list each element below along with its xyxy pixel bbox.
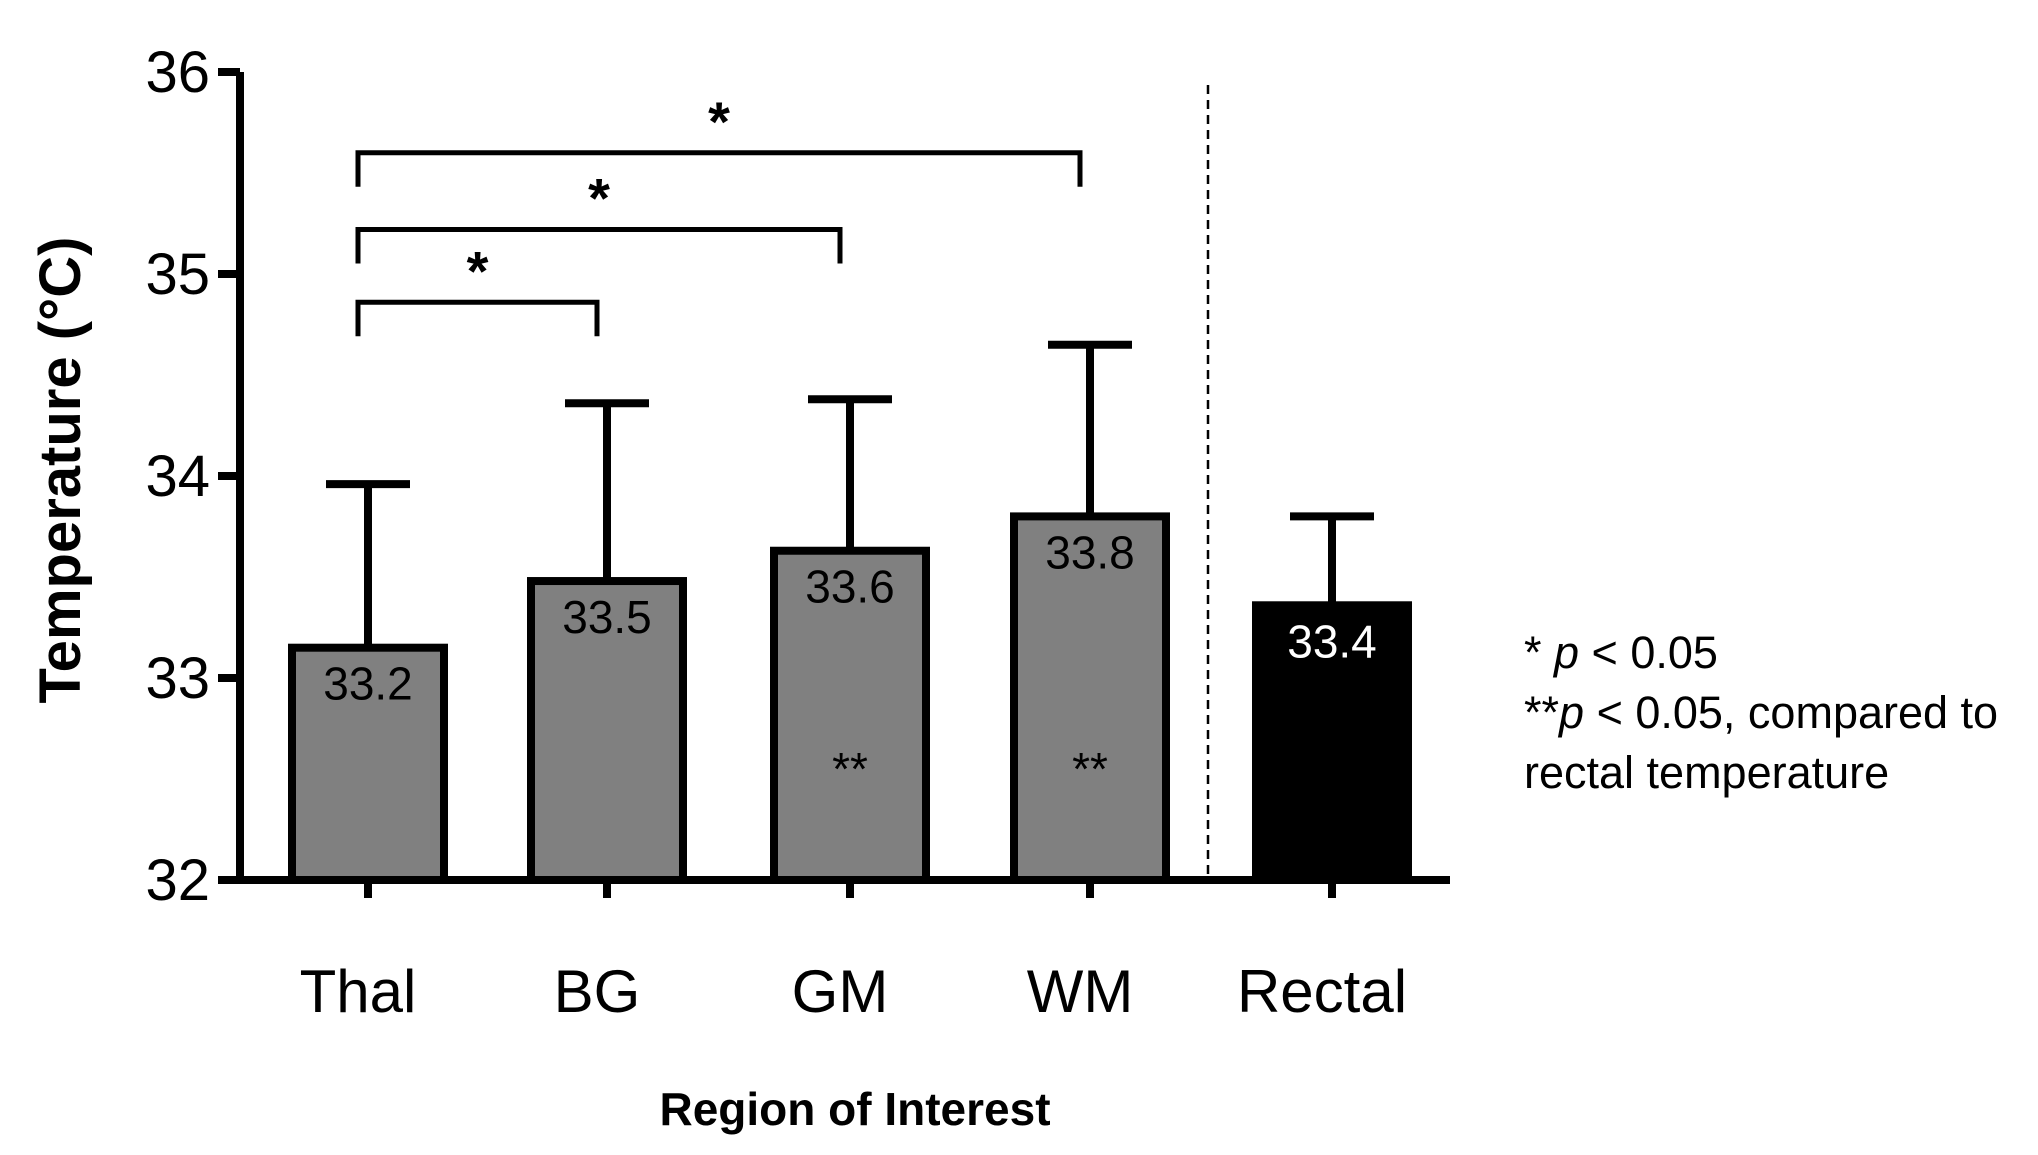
value-label-wm: 33.8 [1045, 526, 1135, 578]
y-tick-label-36: 36 [145, 40, 210, 105]
error-bars-layer [326, 340, 1374, 648]
x-tick-label-thal: Thal [300, 958, 417, 1025]
axes-layer: 32 33 34 35 36 [145, 40, 1450, 913]
value-label-thal: 33.2 [323, 658, 413, 710]
value-label-gm: 33.6 [805, 561, 895, 613]
x-tick-label-wm: WM [1027, 958, 1134, 1025]
x-tick-label-gm: GM [792, 958, 889, 1025]
x-tick-label-bg: BG [554, 958, 641, 1025]
significance-star-gm: * [588, 167, 610, 230]
legend: * p < 0.05 **p < 0.05, compared to rectal … [1524, 627, 1998, 798]
significance-bracket-wm [355, 150, 1083, 187]
bar-annotation-wm: ** [1072, 743, 1108, 795]
labels-layer: 33.2 Thal 33.5 BG 33.6 ** GM 33.8 ** WM 33.4 Rectal [300, 526, 1407, 1025]
y-tick-label-33: 33 [145, 646, 210, 711]
y-tick-label-35: 35 [145, 242, 210, 307]
value-label-rectal: 33.4 [1287, 615, 1377, 667]
legend-line-2: **p < 0.05, compared to [1524, 687, 1998, 738]
bar-wm [1010, 512, 1170, 885]
y-tick-label-34: 34 [145, 444, 210, 509]
x-tick-label-rectal: Rectal [1237, 958, 1407, 1025]
significance-bracket-bg [355, 299, 600, 337]
significance-bracket-gm [355, 227, 843, 264]
legend-line-1: * p < 0.05 [1524, 627, 1718, 678]
significance-star-wm: * [708, 90, 730, 153]
x-axis-title: Region of Interest [659, 1083, 1050, 1135]
significance-star-bg: * [467, 239, 489, 302]
y-axis-title: Temperature (°C) [28, 237, 93, 704]
value-label-bg: 33.5 [562, 591, 652, 643]
bar-annotation-gm: ** [832, 743, 868, 795]
legend-line-3: rectal temperature [1524, 747, 1889, 798]
y-tick-label-32: 32 [145, 848, 210, 913]
significance-layer: * * * [355, 90, 1083, 337]
